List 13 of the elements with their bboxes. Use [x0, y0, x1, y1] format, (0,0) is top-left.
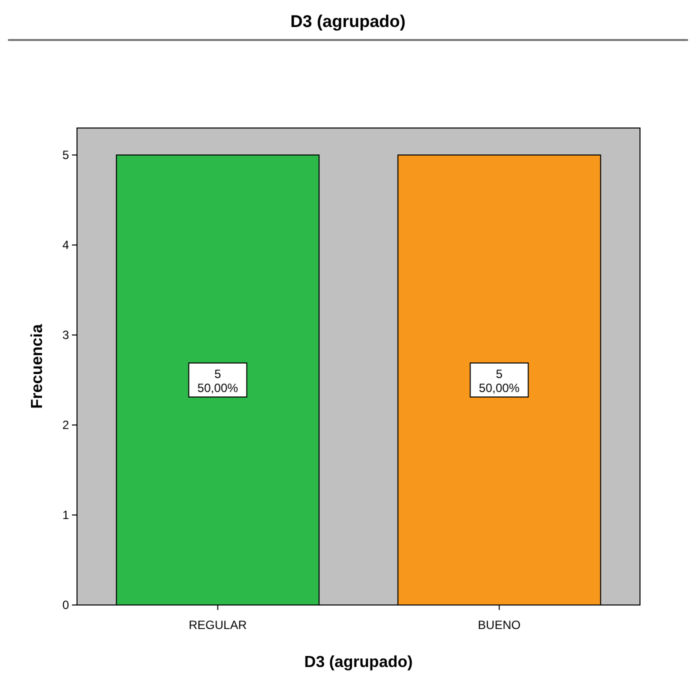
x-axis-title: D3 (agrupado)	[304, 654, 413, 671]
y-axis-title: Frecuencia	[29, 324, 46, 409]
y-tick-label: 3	[62, 328, 70, 342]
y-tick-label: 1	[62, 508, 70, 522]
y-tick-label: 4	[62, 238, 70, 252]
y-tick-label: 5	[62, 148, 70, 162]
y-tick-label: 2	[62, 418, 70, 432]
data-label: 5 50,00%	[478, 367, 520, 395]
x-tick-label: BUENO	[478, 618, 521, 632]
y-tick-label: 0	[62, 598, 70, 612]
x-tick-label: REGULAR	[188, 618, 248, 632]
data-label: 5 50,00%	[197, 367, 238, 395]
chart-title: D3 (agrupado)	[290, 12, 406, 31]
